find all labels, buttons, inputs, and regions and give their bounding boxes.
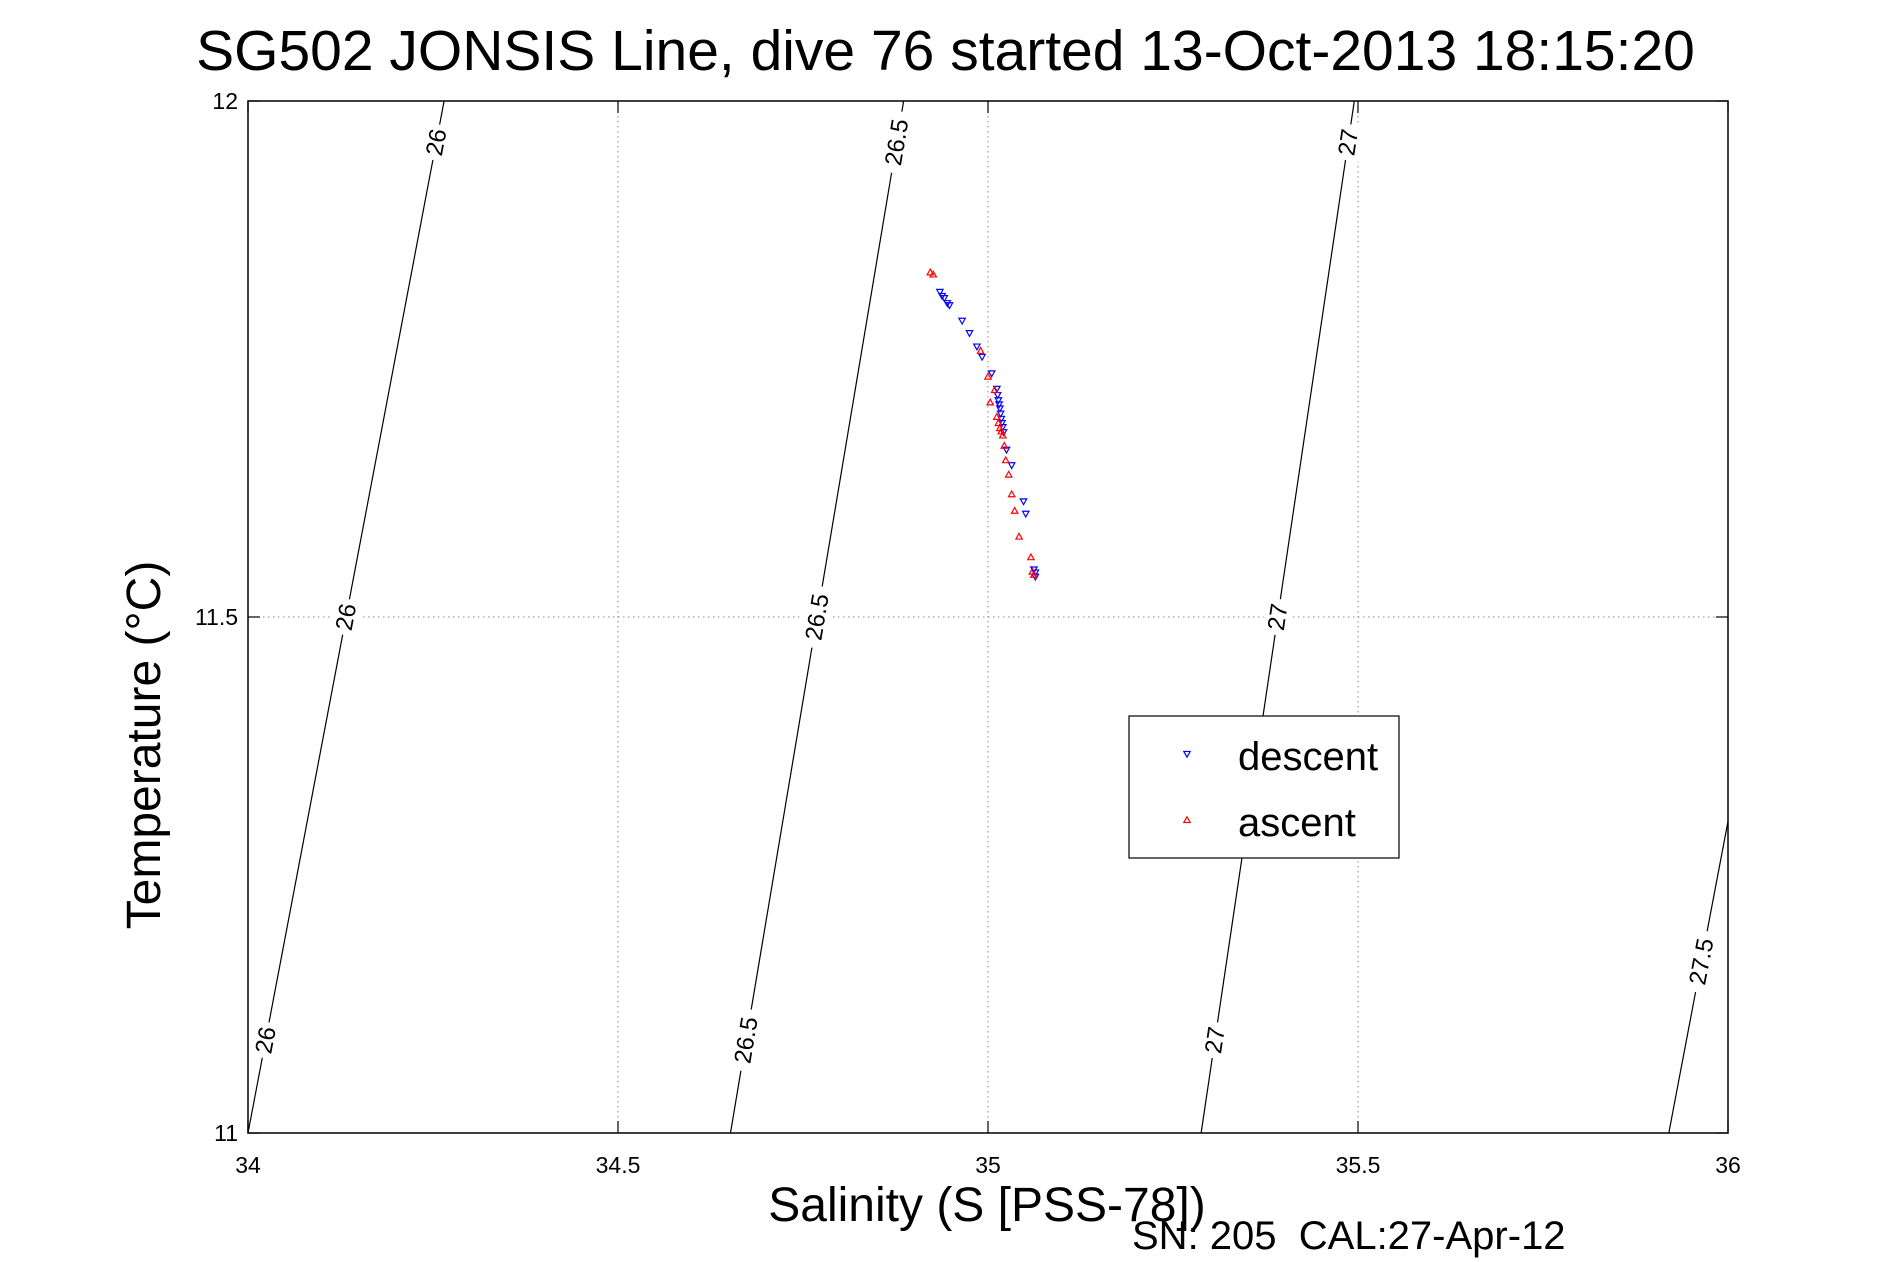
x-tick-label: 34.5 [596,1152,641,1178]
ascent-point [986,397,995,406]
contour-label: 26 [331,601,363,632]
contour-label-background [328,596,364,638]
contour-label: 27 [1200,1025,1231,1055]
ascent-point [1029,570,1039,578]
x-axis-label: Salinity (S [PSS-78]) [768,1179,1206,1232]
ascent-point [926,267,935,276]
contour-label-background [1261,597,1295,637]
descent-point [972,343,982,352]
y-tick-label: 12 [212,88,238,114]
ascent-point [1000,441,1009,449]
axis-ticks: 34 34.5 35 35.5 36 11 11.5 12 [195,88,1741,1178]
contour-label-background [248,1019,283,1061]
descent-point [965,330,974,338]
legend-label-descent: descent [1238,735,1378,779]
legend-marker-descent [1182,750,1192,759]
contour-label-background [798,584,836,650]
contour-label-background [1331,122,1365,163]
contour-label-background [727,1007,766,1074]
descent-point [987,370,996,378]
descent-point [943,300,952,308]
descent-point [1019,498,1028,506]
descent-point [992,385,1002,394]
contour-label-background [877,109,916,176]
descent-point [1031,569,1040,578]
legend-label-ascent: ascent [1238,801,1356,845]
chart-title: SG502 JONSIS Line, dive 76 started 13-Oc… [196,19,1695,83]
x-tick-label: 35.5 [1336,1152,1381,1178]
legend-marker-ascent [1182,815,1192,824]
descent-point [994,397,1003,405]
descent-point [940,294,949,303]
descent-point [957,317,967,326]
ascent-point [929,269,938,278]
ascent-point [1001,455,1010,464]
descent-point [1021,510,1030,519]
ascent-point [990,385,999,394]
y-tick-label: 11.5 [195,604,238,630]
y-axis-label: Temperature (°C) [118,560,171,930]
ascent-point [983,372,993,380]
legend: descent ascent [1128,715,1400,859]
contour-label-background [419,121,454,163]
data-points [926,267,1040,582]
x-tick-label: 36 [1715,1152,1741,1178]
descent-point [995,405,1005,413]
ascent-point [1014,532,1024,540]
ascent-point [1004,470,1013,478]
contour-label: 26 [421,127,453,158]
descent-point [977,353,987,362]
ascent-point [1026,552,1036,561]
legend-box [1128,715,1400,859]
y-tick-label: 11 [214,1120,238,1146]
contour-label-background [1198,1020,1232,1060]
descent-point [1007,462,1016,470]
descent-point [935,288,945,297]
ascent-point [1010,506,1019,514]
contour-label: 26.5 [800,592,834,643]
x-tick-label: 34 [235,1152,261,1178]
descent-point [945,302,954,310]
contour-label: 26.5 [729,1015,763,1066]
ascent-point [976,346,985,354]
contour-label: 26 [250,1025,282,1056]
ascent-point [998,430,1008,439]
contour-label: 27.5 [1684,936,1719,987]
descent-point [996,410,1005,419]
ascent-point [992,412,1002,420]
ascent-point [1007,489,1016,498]
ascent-point [994,418,1003,427]
x-tick-label: 35 [975,1152,1001,1178]
descent-point [937,292,947,301]
contour-label: 26.5 [880,117,914,168]
contour-label-background [1681,928,1721,995]
contour-label: 27 [1263,602,1294,632]
grid-lines [248,101,1728,1133]
serial-calibration-note: SN: 205 CAL:27-Apr-12 [1132,1214,1566,1258]
descent-point [994,401,1004,409]
contour-label: 27 [1333,127,1364,157]
